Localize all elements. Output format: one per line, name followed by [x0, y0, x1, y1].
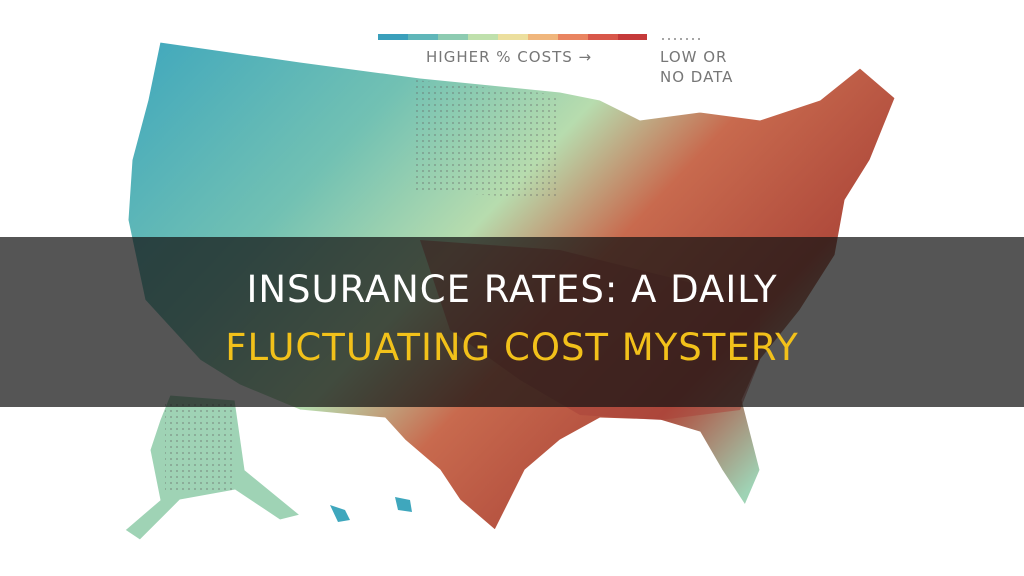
legend: HIGHER % COSTS → LOW OR NO DATA: [378, 34, 733, 86]
title-line-2: FLUCTUATING COST MYSTERY: [225, 326, 799, 369]
legend-swatch: [588, 34, 618, 40]
legend-swatch: [438, 34, 468, 40]
title-line-1: INSURANCE RATES: A DAILY: [246, 268, 778, 311]
legend-swatch: [408, 34, 438, 40]
hawaii: [330, 497, 412, 522]
legend-swatch: [618, 34, 647, 40]
legend-scale-label: HIGHER % COSTS →: [426, 48, 592, 66]
alaska-no-data: [165, 400, 235, 490]
legend-swatch: [378, 34, 408, 40]
no-data-region: [415, 80, 560, 200]
title-band: [0, 237, 1024, 407]
legend-no-data: NO DATA: [660, 68, 733, 86]
legend-no-data-swatch: [660, 34, 700, 42]
legend-swatch: [498, 34, 528, 40]
legend-swatch: [558, 34, 588, 40]
legend-no-data: LOW OR: [660, 48, 727, 66]
legend-swatch: [528, 34, 558, 40]
legend-swatch: [468, 34, 498, 40]
